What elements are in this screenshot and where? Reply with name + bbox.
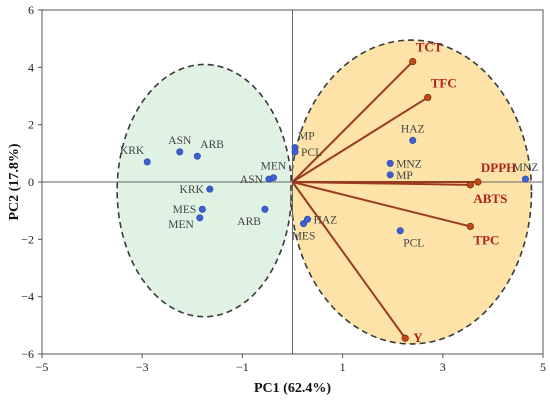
sample-label: MEN: [168, 219, 194, 231]
sample-label: ASN: [240, 174, 264, 186]
x-tick-label: −5: [36, 360, 49, 374]
y-tick-label: −2: [21, 232, 34, 246]
y-tick-label: 0: [28, 175, 34, 189]
sample-point: [409, 136, 417, 144]
sample-label: ASN: [168, 135, 192, 147]
sample-point: [193, 152, 201, 160]
loading-vector-y: [291, 181, 407, 339]
sample-label: MNZ: [396, 158, 422, 170]
x-tick-label: −3: [136, 360, 149, 374]
sample-point: [261, 205, 269, 213]
sample-point: [143, 158, 151, 166]
loading-vector-abts: [292, 181, 471, 186]
loading-vector-tip: [409, 57, 417, 66]
loading-vectors: [291, 57, 482, 342]
chart-labels: TCT TFC DPPH ABTS TPC Y KRK ASN ARB KRK MES MEN ARB A…: [120, 40, 538, 346]
sample-label: MES: [173, 204, 197, 216]
sample-point: [386, 159, 394, 167]
x-tick-label: 5: [540, 360, 546, 374]
sample-points: [143, 136, 529, 235]
loading-vector-tip: [466, 222, 474, 231]
x-tick-label: 3: [440, 360, 446, 374]
sample-point: [300, 220, 308, 228]
loading-vector-tip: [401, 334, 409, 342]
sample-label: MNZ: [513, 162, 539, 174]
sample-label: ARB: [200, 139, 224, 151]
sample-label: MEN: [261, 161, 287, 173]
group-ellipse-left: [116, 63, 293, 318]
y-tick-label: −6: [21, 347, 34, 361]
variable-label: TPC: [473, 232, 499, 247]
sample-point: [176, 148, 184, 156]
loading-vector-tpc: [292, 181, 471, 228]
y-tick-label: 4: [28, 60, 34, 74]
x-tick-label: −1: [236, 360, 249, 374]
sample-label: HAZ: [401, 123, 425, 135]
loading-vector-tfc: [291, 96, 429, 183]
sample-point: [396, 227, 404, 235]
sample-label: MES: [292, 231, 316, 243]
loading-vector-tip: [474, 178, 482, 186]
y-tick-label: −4: [21, 290, 34, 304]
axes: −5 −3 −1 1 3 5 −6 −4 −2 0 2 4 6: [21, 3, 546, 374]
sample-label: HAZ: [314, 214, 338, 226]
sample-point: [196, 214, 204, 222]
loading-vector-tip: [424, 93, 432, 102]
sample-point: [386, 171, 394, 179]
y-tick-label: 2: [28, 118, 34, 132]
y-tick-label: 6: [28, 3, 34, 17]
x-axis-title: PC1 (62.4%): [254, 381, 331, 396]
y-axis-title: PC2 (17.8%): [7, 143, 22, 220]
sample-point: [521, 175, 529, 183]
variable-label: ABTS: [473, 191, 507, 206]
variable-label: Y: [413, 330, 423, 345]
sample-label: MP: [396, 170, 413, 182]
loading-vector-tip: [466, 181, 474, 189]
sample-point: [291, 148, 299, 156]
group-ellipses: [116, 39, 533, 345]
sample-point: [206, 185, 214, 193]
variable-label: TCT: [416, 40, 443, 55]
sample-label: PCL: [301, 147, 322, 159]
x-tick-label: 1: [340, 360, 346, 374]
sample-point: [304, 215, 312, 223]
sample-label: KRK: [180, 184, 205, 196]
variable-label: DPPH: [481, 160, 516, 175]
sample-label: MP: [298, 131, 315, 143]
loading-vector-tct: [291, 60, 414, 183]
sample-label: ARB: [237, 216, 261, 228]
sample-label: KRK: [120, 145, 145, 157]
sample-label: PCL: [403, 238, 424, 250]
sample-point: [269, 174, 277, 182]
group-ellipse-right: [290, 39, 533, 345]
sample-point: [198, 205, 206, 213]
variable-label: TFC: [431, 75, 457, 90]
